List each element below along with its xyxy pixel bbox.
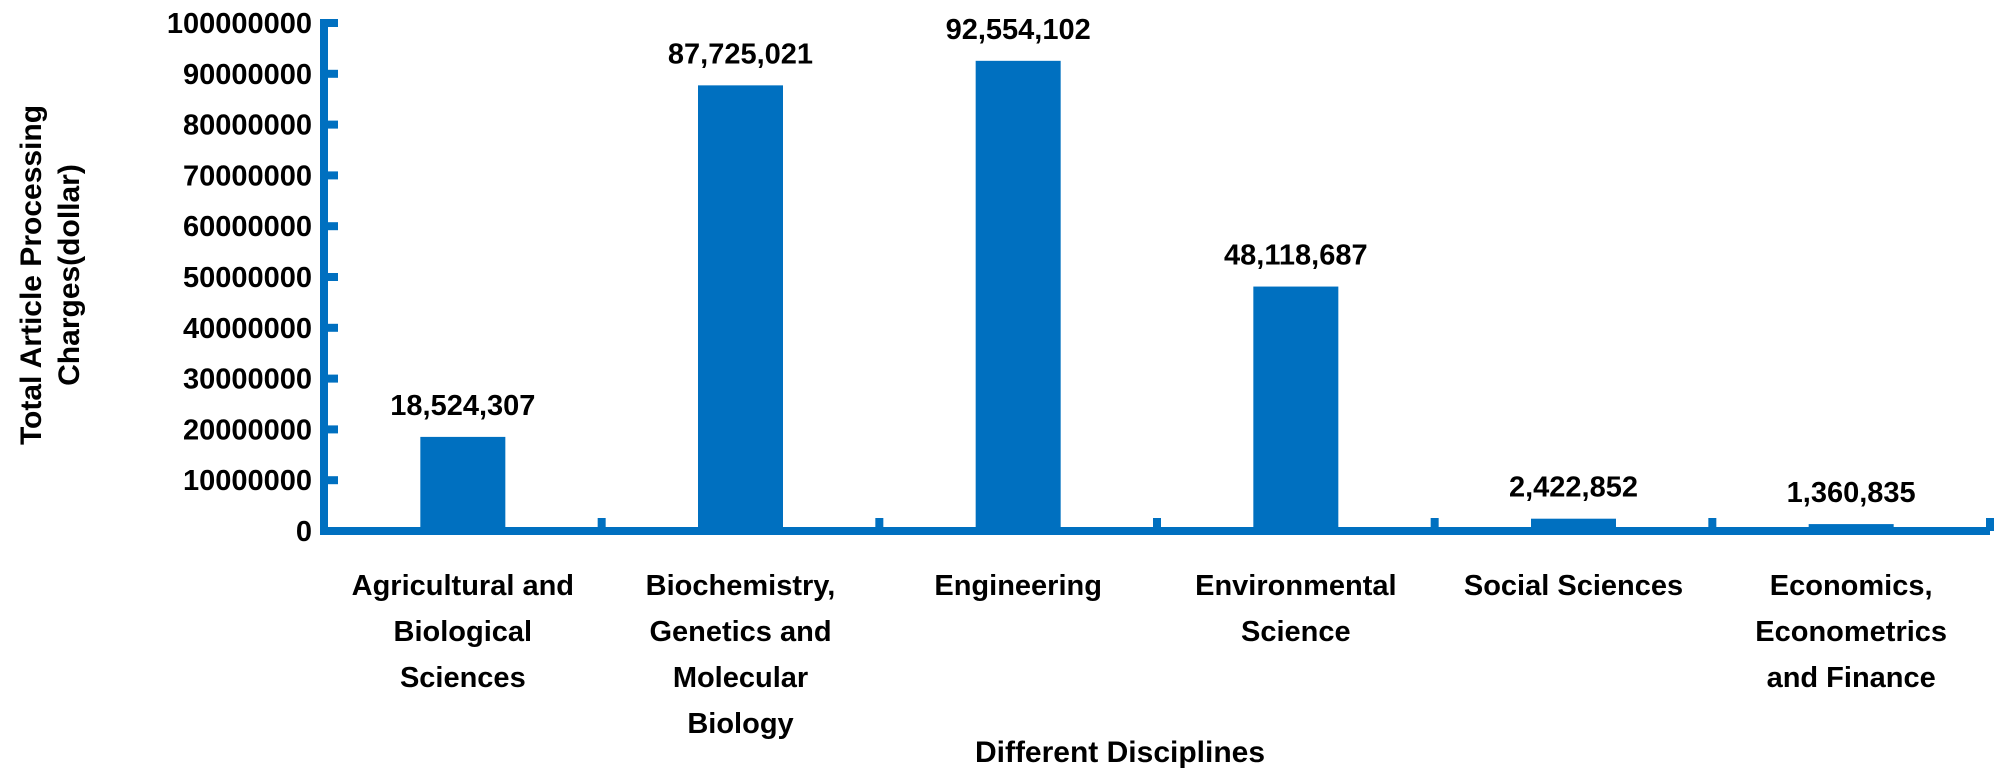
y-tick-label: 50000000 [183, 262, 312, 294]
bar [1253, 286, 1339, 531]
data-label: 18,524,307 [390, 390, 535, 422]
x-tick-label: Biochemistry, [646, 570, 836, 602]
y-tick-mark [324, 425, 338, 434]
y-axis-title-line-1: Total Article Processing [15, 105, 48, 445]
y-tick-mark [324, 273, 338, 281]
y-tick-label: 60000000 [183, 211, 312, 243]
y-tick-label: 70000000 [183, 160, 312, 192]
x-tick-label: and Finance [1767, 662, 1936, 694]
y-tick-label: 40000000 [183, 313, 312, 345]
y-tick-label: 100000000 [167, 8, 312, 40]
data-label: 2,422,852 [1509, 472, 1638, 504]
y-tick-mark [324, 476, 338, 485]
x-tick-mark [875, 518, 884, 531]
y-tick-label: 20000000 [183, 414, 312, 446]
y-tick-mark [324, 69, 338, 78]
x-tick-label: Economics, [1770, 570, 1933, 602]
x-tick-label: Engineering [934, 570, 1102, 602]
x-tick-label: Molecular [673, 662, 808, 694]
x-tick-mark [1153, 518, 1161, 531]
y-tick-mark [324, 120, 338, 129]
y-tick-label: 30000000 [183, 364, 312, 396]
x-tick-label: Science [1241, 616, 1351, 648]
axes [320, 19, 1994, 535]
x-axis-tick-labels: Agricultural and Biological Sciences Bioche… [352, 570, 1947, 740]
y-tick-label: 80000000 [183, 110, 312, 142]
bar [975, 60, 1061, 531]
data-label: 1,360,835 [1787, 477, 1916, 509]
x-tick-label: Sciences [400, 662, 526, 694]
bars: 18,524,307 87,725,021 92,554,102 48,118,687… [390, 14, 1916, 531]
y-tick-mark [324, 19, 338, 27]
data-label: 87,725,021 [668, 38, 813, 70]
x-tick-mark [1986, 518, 1994, 531]
y-tick-label: 0 [296, 516, 312, 548]
x-tick-label: Agricultural and [352, 570, 574, 602]
x-tick-mark [1430, 518, 1439, 531]
y-axis-title-line-2: Charges(dollar) [53, 164, 86, 386]
x-tick-label: Biological [394, 616, 533, 648]
x-tick-label: Genetics and [649, 616, 831, 648]
y-tick-mark [324, 171, 338, 180]
x-tick-label: Biology [687, 708, 793, 740]
x-tick-label: Econometrics [1755, 616, 1947, 648]
x-tick-mark [597, 518, 606, 531]
y-tick-label: 90000000 [183, 59, 312, 91]
y-axis-title: Total Article Processing Charges(dollar) [15, 105, 86, 445]
bar [698, 85, 783, 531]
data-label: 48,118,687 [1224, 240, 1368, 272]
data-label: 92,554,102 [946, 14, 1091, 46]
y-axis-ticks: 0 10000000 20000000 30000000 40000000 5000000… [167, 8, 312, 548]
x-tick-label: Social Sciences [1464, 570, 1683, 602]
bar [420, 436, 506, 531]
y-tick-label: 10000000 [183, 465, 312, 497]
y-tick-mark [324, 222, 338, 231]
y-axis-line [320, 19, 328, 535]
x-tick-mark [1708, 518, 1717, 531]
x-axis-title: Different Disciplines [975, 736, 1265, 769]
y-tick-mark [324, 323, 338, 332]
y-tick-mark [324, 374, 338, 383]
x-tick-label: Environmental [1195, 570, 1396, 602]
